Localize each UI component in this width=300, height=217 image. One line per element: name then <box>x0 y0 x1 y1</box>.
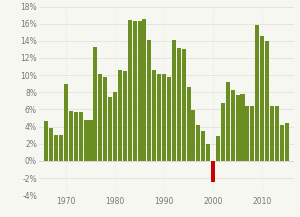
Bar <box>103 77 107 161</box>
Bar <box>182 49 186 161</box>
Bar <box>216 136 220 161</box>
Bar <box>133 21 136 161</box>
Bar <box>137 21 142 161</box>
Bar <box>255 25 259 161</box>
Bar <box>270 106 274 161</box>
Bar <box>108 97 112 161</box>
Bar <box>113 92 117 161</box>
Bar <box>177 48 181 161</box>
Bar <box>285 123 289 161</box>
Bar <box>196 125 200 161</box>
Bar <box>236 95 240 161</box>
Bar <box>241 94 244 161</box>
Bar <box>79 112 83 161</box>
Bar <box>162 74 166 161</box>
Bar <box>152 70 156 161</box>
Bar <box>191 110 196 161</box>
Bar <box>231 90 235 161</box>
Bar <box>206 144 210 161</box>
Bar <box>88 120 92 161</box>
Bar <box>44 121 48 161</box>
Bar <box>172 40 176 161</box>
Bar <box>98 74 102 161</box>
Bar <box>69 111 73 161</box>
Bar <box>211 161 215 182</box>
Bar <box>118 70 122 161</box>
Bar <box>275 106 279 161</box>
Bar <box>250 106 254 161</box>
Bar <box>167 77 171 161</box>
Bar <box>54 135 58 161</box>
Bar <box>123 71 127 161</box>
Bar <box>84 120 88 161</box>
Bar <box>74 112 78 161</box>
Bar <box>59 135 63 161</box>
Bar <box>157 74 161 161</box>
Bar <box>245 106 249 161</box>
Bar <box>226 82 230 161</box>
Bar <box>221 103 225 161</box>
Bar <box>201 131 205 161</box>
Bar <box>128 20 132 161</box>
Bar <box>260 36 264 161</box>
Bar <box>93 47 98 161</box>
Bar <box>64 84 68 161</box>
Bar <box>187 87 190 161</box>
Bar <box>280 125 284 161</box>
Bar <box>265 41 269 161</box>
Bar <box>147 40 151 161</box>
Bar <box>49 128 53 161</box>
Bar <box>142 19 146 161</box>
